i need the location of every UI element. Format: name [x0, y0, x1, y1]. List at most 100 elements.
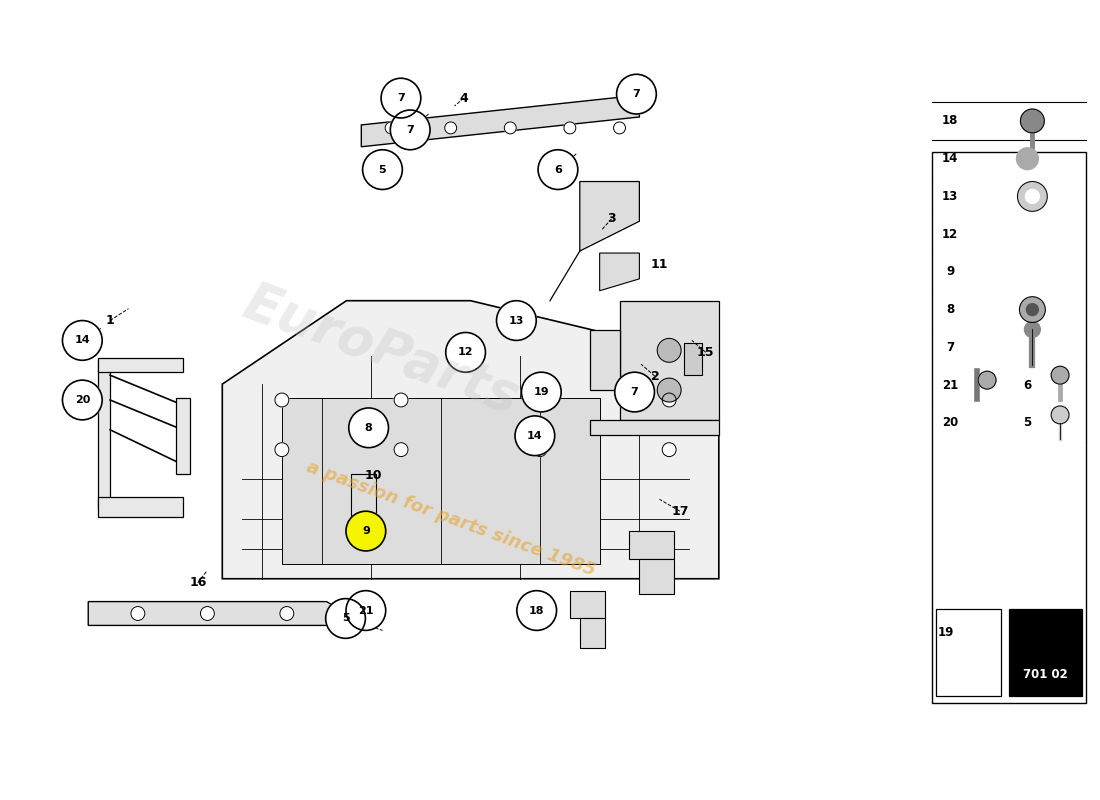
Text: 7: 7 [632, 89, 640, 99]
Circle shape [349, 408, 388, 448]
Polygon shape [1015, 228, 1049, 240]
Circle shape [326, 598, 365, 638]
Text: 3: 3 [607, 212, 616, 226]
Text: 9: 9 [946, 266, 955, 278]
Text: 17: 17 [671, 505, 689, 518]
Text: 19: 19 [938, 626, 955, 639]
Polygon shape [1019, 264, 1046, 280]
Polygon shape [580, 618, 605, 648]
Text: 5: 5 [378, 165, 386, 174]
Polygon shape [600, 253, 639, 290]
Polygon shape [88, 602, 346, 626]
Text: 5: 5 [342, 614, 350, 623]
Text: 7: 7 [397, 93, 405, 103]
Polygon shape [1016, 622, 1074, 656]
Text: 21: 21 [942, 378, 958, 392]
Text: 18: 18 [942, 114, 958, 127]
Circle shape [446, 333, 485, 372]
Circle shape [1018, 182, 1047, 211]
Text: 7: 7 [946, 341, 955, 354]
Text: 13: 13 [942, 190, 958, 203]
Circle shape [517, 590, 557, 630]
Polygon shape [629, 531, 674, 559]
Text: 7: 7 [630, 387, 638, 397]
Polygon shape [222, 301, 718, 578]
Circle shape [1026, 304, 1038, 315]
Circle shape [394, 393, 408, 407]
Polygon shape [958, 640, 970, 676]
Text: 15: 15 [697, 346, 715, 359]
Polygon shape [639, 559, 674, 594]
Polygon shape [570, 590, 605, 618]
Circle shape [1020, 297, 1045, 322]
Text: 21: 21 [359, 606, 374, 615]
Text: 14: 14 [75, 335, 90, 346]
Circle shape [538, 150, 578, 190]
Circle shape [275, 393, 289, 407]
Circle shape [63, 380, 102, 420]
Polygon shape [619, 301, 718, 420]
Text: 18: 18 [529, 606, 544, 615]
Circle shape [346, 590, 386, 630]
Circle shape [658, 378, 681, 402]
Text: a passion for parts since 1985: a passion for parts since 1985 [304, 458, 597, 580]
Polygon shape [971, 413, 983, 429]
Circle shape [1016, 148, 1038, 170]
Circle shape [534, 442, 547, 457]
Circle shape [363, 150, 403, 190]
Text: 10: 10 [364, 469, 382, 482]
Text: 14: 14 [527, 430, 542, 441]
Bar [936, 609, 1001, 696]
Circle shape [275, 442, 289, 457]
Polygon shape [282, 398, 600, 564]
Circle shape [1052, 366, 1069, 384]
Bar [1010, 609, 1082, 696]
Polygon shape [176, 398, 189, 474]
Circle shape [346, 511, 386, 551]
Polygon shape [98, 360, 110, 510]
Circle shape [279, 606, 294, 621]
Text: 11: 11 [651, 258, 669, 271]
Circle shape [390, 110, 430, 150]
Circle shape [521, 372, 561, 412]
Circle shape [662, 442, 676, 457]
Text: EuroParts: EuroParts [236, 277, 526, 424]
Polygon shape [361, 95, 639, 146]
Circle shape [1052, 406, 1069, 424]
Circle shape [444, 122, 456, 134]
Text: 1: 1 [106, 314, 114, 327]
Text: 8: 8 [946, 303, 955, 316]
Text: 6: 6 [1023, 378, 1032, 392]
Circle shape [534, 393, 547, 407]
Text: 8: 8 [365, 423, 373, 433]
Circle shape [658, 338, 681, 362]
Text: 12: 12 [942, 228, 958, 241]
Text: 16: 16 [189, 576, 207, 590]
Polygon shape [580, 182, 639, 251]
Circle shape [200, 606, 214, 621]
Circle shape [504, 122, 516, 134]
Circle shape [496, 301, 536, 341]
Circle shape [385, 122, 397, 134]
Circle shape [564, 122, 575, 134]
Circle shape [617, 74, 657, 114]
Circle shape [381, 78, 421, 118]
Bar [933, 152, 1086, 703]
Text: 12: 12 [458, 347, 473, 358]
Text: 20: 20 [942, 416, 958, 430]
Circle shape [614, 122, 626, 134]
Text: 14: 14 [942, 152, 958, 165]
Circle shape [978, 371, 996, 389]
Circle shape [1025, 190, 1040, 203]
Circle shape [515, 416, 554, 456]
Text: 19: 19 [534, 387, 549, 397]
Text: 20: 20 [75, 395, 90, 405]
Polygon shape [98, 358, 183, 372]
Text: 13: 13 [508, 315, 524, 326]
Circle shape [394, 442, 408, 457]
Polygon shape [98, 498, 183, 517]
Polygon shape [590, 420, 718, 434]
Text: 7: 7 [406, 125, 414, 135]
Circle shape [615, 372, 654, 412]
Circle shape [63, 321, 102, 360]
